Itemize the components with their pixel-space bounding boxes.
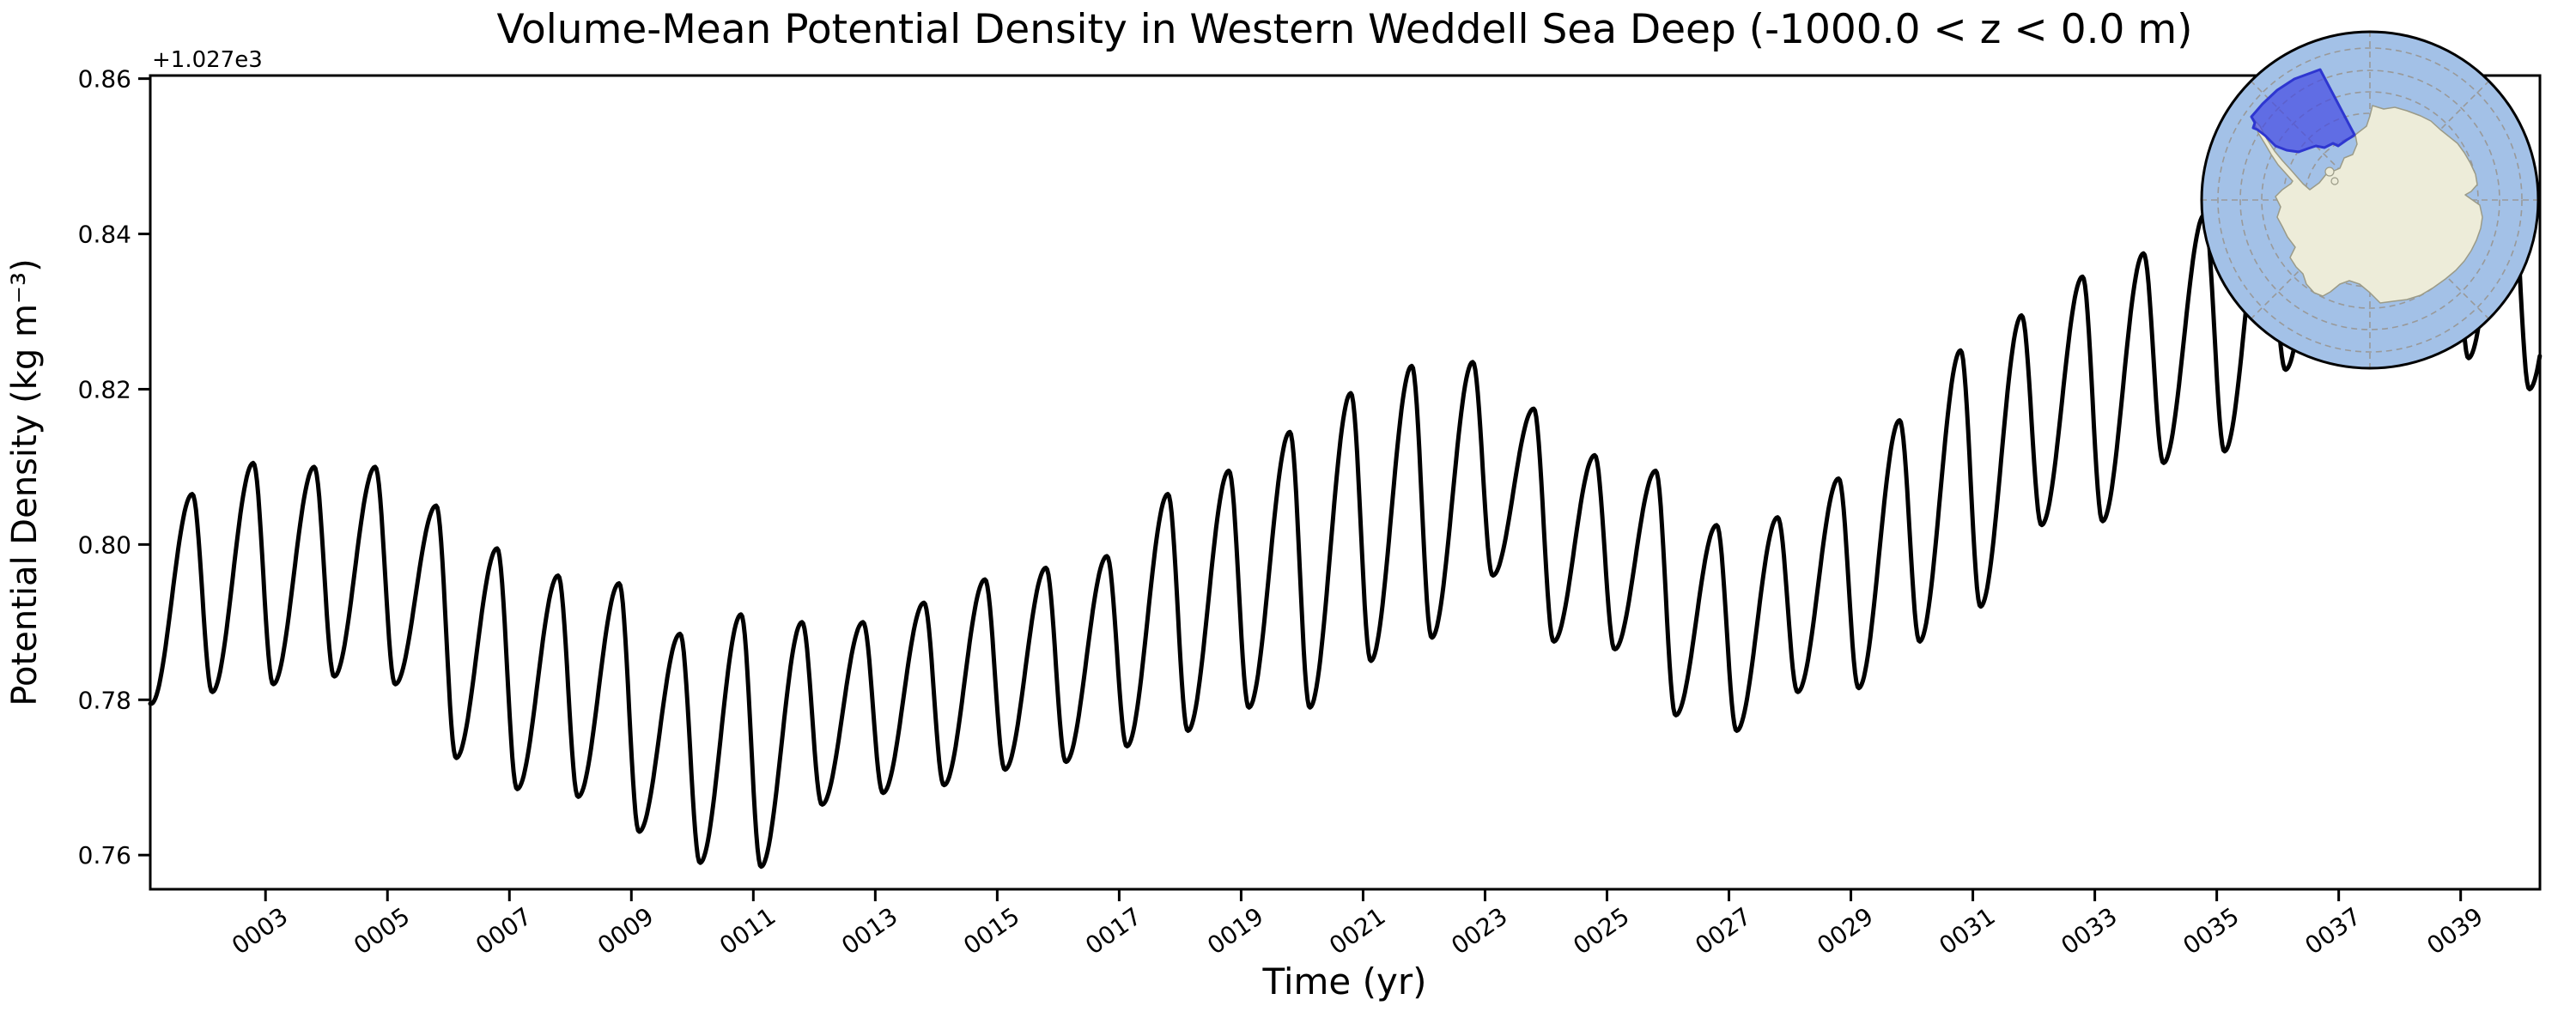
y-tick-label: 0.82	[78, 375, 131, 403]
plot-frame	[149, 74, 2542, 891]
antarctica-inset-map	[2200, 30, 2540, 370]
x-tick-label: 0011	[714, 902, 781, 960]
x-tick-label: 0005	[349, 902, 415, 960]
y-tick-label: 0.86	[78, 65, 131, 94]
map-circular-border	[2200, 30, 2540, 370]
island	[2324, 167, 2335, 177]
y-tick-label: 0.78	[78, 686, 131, 714]
x-tick-label: 0007	[471, 902, 537, 960]
y-tick-label: 0.80	[78, 530, 131, 559]
x-tick-label: 0009	[592, 902, 659, 960]
x-tick-label: 0019	[1202, 902, 1268, 960]
chart-title: Volume-Mean Potential Density in Western…	[496, 6, 2192, 53]
x-tick-label: 0003	[227, 902, 293, 960]
x-tick-label: 0031	[1934, 902, 2000, 960]
x-tick-label: 0013	[836, 902, 902, 960]
y-axis-label: Potential Density (kg m⁻³)	[5, 258, 45, 706]
x-tick-label: 0015	[958, 902, 1024, 960]
antarctica-landmass	[2251, 105, 2483, 304]
x-tick-label: 0035	[2178, 902, 2244, 960]
x-tick-label: 0027	[1690, 902, 1756, 960]
x-tick-label: 0023	[1446, 902, 1512, 960]
y-tick-label: 0.84	[78, 221, 131, 249]
y-axis-offset-label: +1.027e3	[152, 47, 263, 73]
x-tick-label: 0017	[1080, 902, 1146, 960]
x-tick-label: 0039	[2421, 902, 2488, 960]
weddell-sea-region-highlight	[2250, 68, 2356, 154]
x-tick-label: 0021	[1324, 902, 1390, 960]
y-tick-label: 0.76	[78, 841, 131, 869]
x-axis-label: Time (yr)	[1261, 960, 1426, 1003]
x-tick-label: 0033	[2056, 902, 2122, 960]
island	[2330, 177, 2339, 185]
x-axis-ticks: 0003 0005 0007 0009 0011 0013 0015 0017 0019 0021…	[227, 889, 2488, 960]
y-axis-ticks: 0.76 0.78 0.80 0.82 0.84 0.86	[78, 65, 150, 869]
density-data-line	[148, 107, 2543, 869]
x-tick-label: 0037	[2300, 902, 2366, 960]
x-tick-label: 0025	[1568, 902, 1634, 960]
x-tick-label: 0029	[1812, 902, 1878, 960]
